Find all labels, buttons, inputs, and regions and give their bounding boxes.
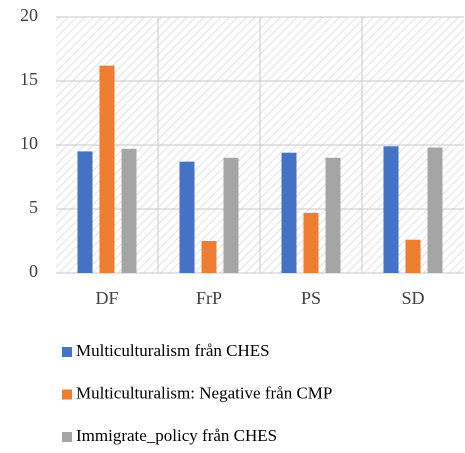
y-tick-label: 20 [20, 5, 38, 25]
bar [325, 157, 341, 273]
bar [121, 148, 137, 273]
bar [405, 239, 421, 273]
bar [99, 65, 115, 273]
bar [303, 212, 319, 273]
legend-swatch [62, 347, 72, 357]
y-tick-label: 15 [20, 69, 38, 89]
bar [383, 146, 399, 273]
bar [179, 161, 195, 273]
y-tick-label: 0 [29, 261, 38, 281]
y-tick-label: 5 [29, 197, 38, 217]
bar [77, 151, 93, 273]
bar [281, 152, 297, 273]
bar [427, 147, 443, 273]
x-tick-label: FrP [196, 288, 222, 308]
legend-label: Multiculturalism: Negative från CMP [76, 383, 332, 402]
legend-swatch [62, 389, 72, 400]
x-tick-label: PS [301, 288, 321, 308]
legend-swatch [62, 432, 72, 442]
y-tick-label: 10 [20, 133, 38, 153]
x-tick-label: SD [401, 288, 424, 308]
legend-label: Multiculturalism från CHES [76, 341, 270, 360]
legend-label: Immigrate_policy från CHES [76, 426, 277, 445]
x-tick-label: DF [95, 288, 118, 308]
bar [223, 157, 239, 273]
bar [201, 241, 217, 273]
